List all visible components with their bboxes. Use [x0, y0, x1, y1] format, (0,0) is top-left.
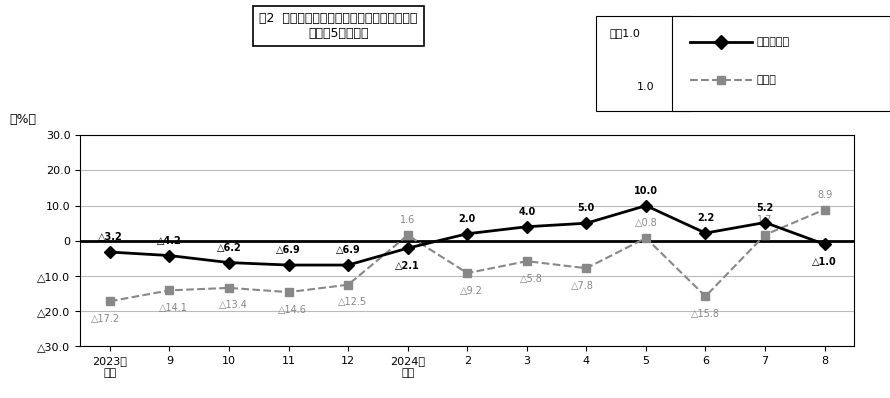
Text: △1.0: △1.0 — [813, 257, 837, 267]
Text: 4.0: 4.0 — [518, 207, 536, 217]
Text: 8.9: 8.9 — [817, 190, 832, 200]
Text: △6.2: △6.2 — [216, 243, 241, 253]
Text: 2.2: 2.2 — [697, 213, 714, 223]
Text: △13.4: △13.4 — [219, 300, 247, 310]
Text: 10.0: 10.0 — [634, 186, 658, 196]
Text: △3.2: △3.2 — [98, 232, 122, 242]
Text: △6.9: △6.9 — [276, 245, 301, 256]
Text: △2.1: △2.1 — [395, 261, 420, 271]
Text: 製造業: 製造業 — [756, 74, 776, 85]
Text: △6.9: △6.9 — [336, 245, 360, 256]
Text: 調査産業計: 調査産業計 — [756, 37, 789, 47]
Text: 例：1.0: 例：1.0 — [610, 28, 641, 38]
Text: （%）: （%） — [9, 113, 36, 126]
Text: 図2  所定外労働時間の推移（対前年同月比）
－規模5人以上－: 図2 所定外労働時間の推移（対前年同月比） －規模5人以上－ — [259, 12, 417, 40]
Text: △5.8: △5.8 — [520, 274, 542, 284]
Text: △0.8: △0.8 — [635, 218, 658, 228]
Text: △7.8: △7.8 — [570, 281, 594, 291]
Text: △14.1: △14.1 — [159, 303, 188, 313]
Text: 1.0: 1.0 — [636, 82, 654, 92]
Text: △14.6: △14.6 — [279, 304, 307, 314]
Text: △4.2: △4.2 — [157, 236, 182, 246]
Text: △9.2: △9.2 — [460, 286, 483, 296]
Text: 1.7: 1.7 — [757, 215, 773, 225]
Text: 2.0: 2.0 — [458, 214, 476, 224]
Text: 1.6: 1.6 — [400, 215, 416, 225]
Text: 5.0: 5.0 — [578, 203, 595, 213]
Text: △15.8: △15.8 — [691, 309, 720, 319]
Text: 5.2: 5.2 — [756, 203, 773, 213]
Text: △12.5: △12.5 — [337, 297, 367, 307]
Text: △17.2: △17.2 — [91, 314, 120, 324]
